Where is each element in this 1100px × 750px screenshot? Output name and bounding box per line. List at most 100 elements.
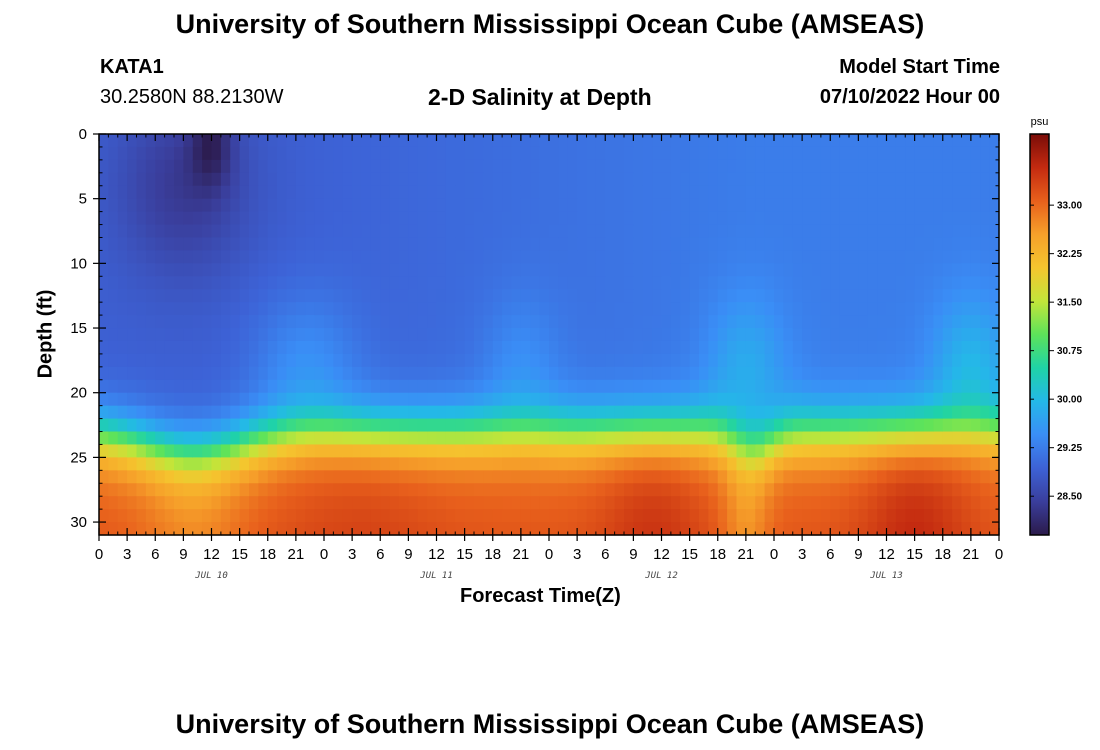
- x-tick-label: 18: [709, 546, 726, 563]
- heatmap-cell: [614, 444, 625, 458]
- heatmap-cell: [389, 392, 400, 407]
- heatmap-cell: [539, 418, 550, 433]
- heatmap-cell: [145, 353, 156, 368]
- heatmap-cell: [108, 237, 119, 252]
- heatmap-cell: [352, 237, 363, 252]
- heatmap-cell: [295, 211, 306, 226]
- heatmap-cell: [370, 457, 381, 471]
- heatmap-cell: [802, 263, 813, 277]
- heatmap-cell: [286, 457, 297, 471]
- x-tick-label: 6: [151, 546, 159, 563]
- heatmap-cell: [989, 224, 1000, 239]
- heatmap-cell: [933, 134, 944, 148]
- heatmap-cell: [127, 211, 138, 226]
- heatmap-cell: [961, 353, 972, 368]
- heatmap-cell: [549, 457, 559, 471]
- heatmap-cell: [877, 263, 888, 277]
- heatmap-cell: [849, 522, 859, 536]
- heatmap-cell: [755, 250, 766, 264]
- heatmap-cell: [445, 146, 456, 161]
- heatmap-cell: [211, 483, 222, 497]
- heatmap-cell: [108, 379, 119, 394]
- heatmap-cell: [567, 379, 578, 394]
- heatmap-cell: [333, 237, 344, 252]
- heatmap-cell: [530, 509, 541, 523]
- heatmap-cell: [914, 457, 925, 471]
- heatmap-cell: [558, 211, 569, 226]
- heatmap-cell: [549, 172, 559, 187]
- heatmap-cell: [211, 366, 222, 381]
- heatmap-cell: [980, 134, 991, 148]
- heatmap-cell: [492, 185, 503, 200]
- heatmap-cell: [539, 509, 550, 523]
- colorbar-tick-label: 28.50: [1057, 492, 1082, 503]
- heatmap-cell: [389, 418, 400, 433]
- heatmap-cell: [108, 263, 119, 277]
- heatmap-cell: [858, 366, 869, 381]
- heatmap-cell: [474, 172, 484, 187]
- heatmap-cell: [427, 237, 438, 252]
- heatmap-cell: [267, 211, 278, 226]
- heatmap-cell: [914, 172, 925, 187]
- heatmap-cell: [511, 444, 522, 458]
- heatmap-cell: [427, 289, 438, 303]
- heatmap-cell: [192, 431, 203, 446]
- heatmap-cell: [558, 496, 569, 510]
- heatmap-cell: [952, 185, 963, 200]
- heatmap-cell: [952, 315, 963, 329]
- heatmap-cell: [924, 392, 934, 407]
- heatmap-cell: [183, 418, 194, 433]
- heatmap-cell: [324, 392, 334, 407]
- heatmap-cell: [877, 302, 888, 316]
- heatmap-cell: [858, 379, 869, 394]
- heatmap-cell: [520, 418, 531, 433]
- heatmap-cell: [577, 379, 588, 394]
- heatmap-cell: [230, 405, 241, 420]
- heatmap-cell: [717, 353, 728, 368]
- heatmap-cell: [305, 198, 316, 213]
- heatmap-cell: [924, 353, 934, 368]
- heatmap-cell: [445, 444, 456, 458]
- heatmap-cell: [792, 496, 803, 510]
- heatmap-cell: [370, 340, 381, 355]
- heatmap-cell: [849, 483, 859, 497]
- heatmap-cell: [689, 496, 700, 510]
- heatmap-cell: [417, 353, 428, 368]
- heatmap-cell: [333, 340, 344, 355]
- heatmap-cell: [792, 172, 803, 187]
- heatmap-cell: [502, 302, 513, 316]
- heatmap-cell: [811, 250, 822, 264]
- heatmap-cell: [342, 198, 353, 213]
- heatmap-cell: [127, 457, 138, 471]
- heatmap-cell: [192, 392, 203, 407]
- heatmap-cell: [464, 211, 475, 226]
- heatmap-cell: [220, 146, 231, 161]
- heatmap-cell: [970, 134, 981, 148]
- heatmap-cell: [567, 431, 578, 446]
- heatmap-cell: [624, 418, 634, 433]
- heatmap-cell: [155, 276, 166, 290]
- heatmap-cell: [399, 470, 409, 484]
- heatmap-cell: [670, 250, 681, 264]
- heatmap-cell: [127, 250, 138, 264]
- heatmap-cell: [614, 289, 625, 303]
- heatmap-cell: [783, 496, 794, 510]
- heatmap-cell: [492, 483, 503, 497]
- heatmap-cell: [614, 237, 625, 252]
- heatmap-cell: [183, 522, 194, 536]
- heatmap-cell: [370, 224, 381, 239]
- heatmap-cell: [220, 276, 231, 290]
- heatmap-cell: [839, 159, 850, 174]
- heatmap-cell: [511, 392, 522, 407]
- heatmap-cell: [155, 392, 166, 407]
- heatmap-cell: [277, 276, 288, 290]
- heatmap-cell: [539, 379, 550, 394]
- heatmap-cell: [220, 315, 231, 329]
- heatmap-cell: [661, 224, 672, 239]
- heatmap-cell: [155, 366, 166, 381]
- heatmap-cell: [436, 470, 447, 484]
- heatmap-cell: [755, 224, 766, 239]
- heatmap-cell: [464, 185, 475, 200]
- heatmap-cell: [802, 379, 813, 394]
- heatmap-cell: [136, 483, 147, 497]
